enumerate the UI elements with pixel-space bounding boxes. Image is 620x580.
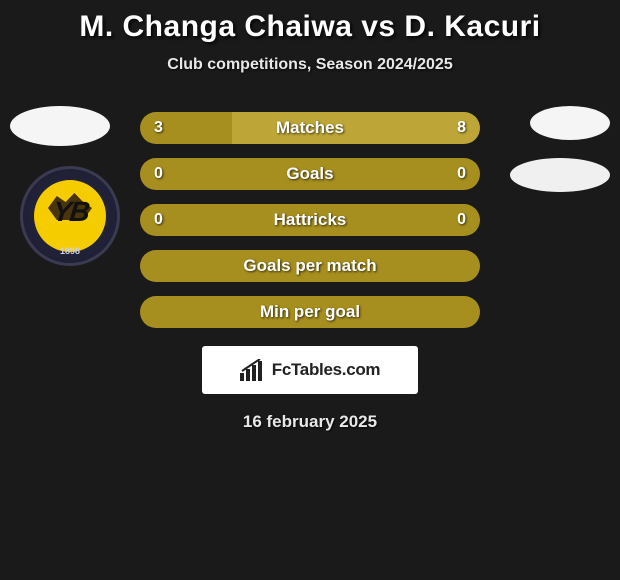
club-badge-face: YB (34, 180, 106, 252)
player2-club-logo-placeholder-2 (510, 158, 610, 192)
stat-bar: 3Matches8 (140, 112, 480, 144)
subtitle: Club competitions, Season 2024/2025 (0, 56, 620, 74)
stat-bar: Goals per match (140, 250, 480, 282)
comparison-bars: 3Matches80Goals00Hattricks0Goals per mat… (140, 112, 480, 328)
snapshot-date: 16 february 2025 (0, 412, 620, 432)
club-badge-year: 1898 (20, 246, 120, 256)
stat-bar: 0Goals0 (140, 158, 480, 190)
player1-club-badge: YB 1898 (20, 166, 120, 266)
stat-bar: Min per goal (140, 296, 480, 328)
attribution-chart-icon (240, 359, 266, 381)
stat-bar: 0Hattricks0 (140, 204, 480, 236)
attribution-text: FcTables.com (272, 360, 381, 380)
stat-value-right: 0 (457, 204, 466, 236)
stat-label: Goals per match (140, 250, 480, 282)
stat-label: Hattricks (140, 204, 480, 236)
comparison-content: YB 1898 3Matches80Goals00Hattricks0Goals… (0, 112, 620, 432)
stat-label: Min per goal (140, 296, 480, 328)
player1-club-logo-placeholder (10, 106, 110, 146)
stat-label: Goals (140, 158, 480, 190)
stat-value-right: 8 (457, 112, 466, 144)
club-badge-monogram: YB (51, 196, 89, 228)
attribution-badge: FcTables.com (202, 346, 418, 394)
player2-club-logo-placeholder-1 (530, 106, 610, 140)
stat-value-right: 0 (457, 158, 466, 190)
page-title: M. Changa Chaiwa vs D. Kacuri (0, 0, 620, 44)
stat-label: Matches (140, 112, 480, 144)
